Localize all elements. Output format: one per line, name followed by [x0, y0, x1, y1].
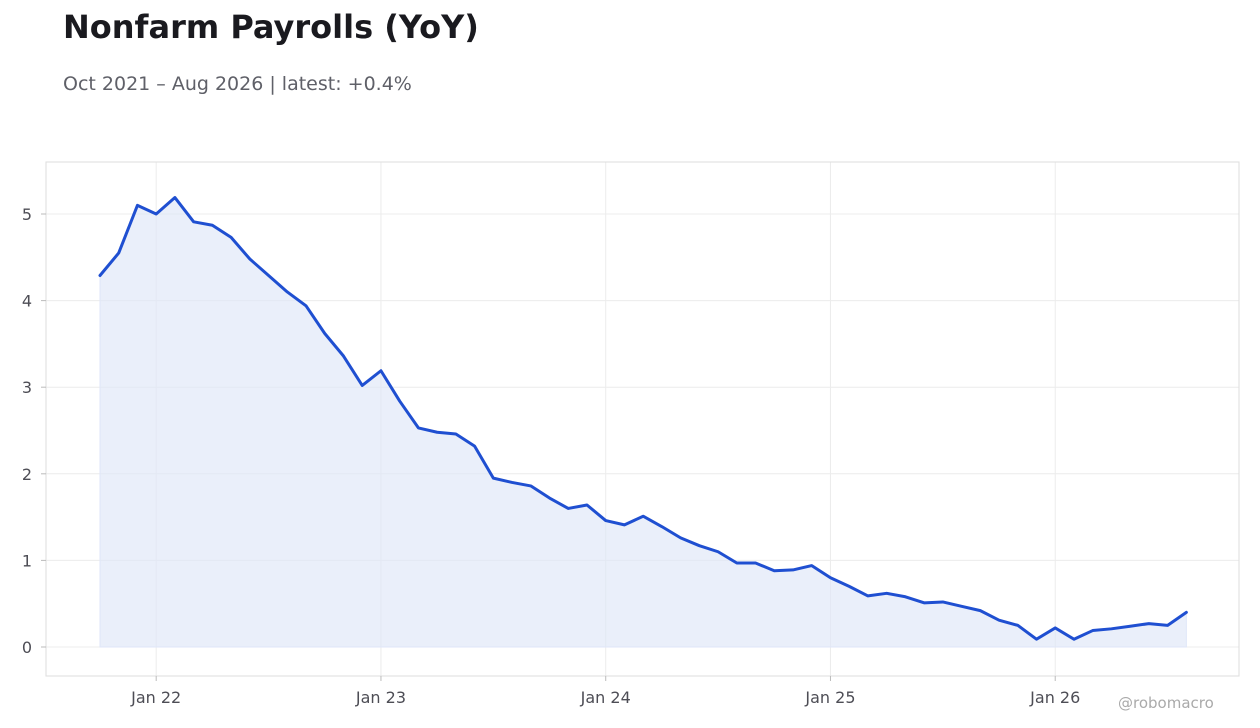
data-point — [922, 601, 926, 605]
x-tick-label: Jan 24 — [580, 688, 631, 707]
data-point — [866, 594, 870, 598]
data-point — [716, 550, 720, 554]
data-point — [267, 273, 271, 277]
data-point — [679, 536, 683, 540]
data-point — [1053, 626, 1057, 630]
data-point — [454, 432, 458, 436]
data-point — [435, 430, 439, 434]
data-point — [510, 480, 514, 484]
data-point — [154, 212, 158, 216]
data-point — [285, 290, 289, 294]
data-point — [810, 564, 814, 568]
data-point — [117, 251, 121, 255]
data-point — [1147, 622, 1151, 626]
data-point — [997, 618, 1001, 622]
data-point — [1166, 623, 1170, 627]
x-axis-ticks: Jan 22 Jan 23 Jan 24 Jan 25 Jan 26 — [130, 676, 1080, 707]
series-line — [98, 196, 1188, 641]
y-tick-label: 0 — [22, 638, 32, 657]
data-point — [1109, 627, 1113, 631]
data-point — [604, 519, 608, 523]
x-tick-label: Jan 25 — [804, 688, 855, 707]
data-point — [229, 235, 233, 239]
data-point — [847, 584, 851, 588]
x-tick-label: Jan 22 — [130, 688, 181, 707]
data-point — [210, 223, 214, 227]
data-point — [98, 273, 102, 277]
data-point — [754, 561, 758, 565]
data-point — [622, 523, 626, 527]
plot-frame — [45, 161, 1240, 677]
data-point — [323, 332, 327, 336]
y-tick-label: 4 — [22, 292, 32, 311]
data-point — [398, 399, 402, 403]
watermark: @robomacro — [1118, 694, 1214, 712]
data-point — [304, 304, 308, 308]
data-point — [941, 600, 945, 604]
data-point — [903, 595, 907, 599]
data-point — [978, 609, 982, 613]
data-point — [548, 496, 552, 500]
data-point — [1184, 610, 1188, 614]
data-point — [828, 576, 832, 580]
x-tick-label: Jan 26 — [1029, 688, 1080, 707]
series-area-fill — [99, 196, 1187, 648]
chart-title: Nonfarm Payrolls (YoY) — [63, 8, 479, 46]
data-point — [566, 506, 570, 510]
data-point — [416, 426, 420, 430]
data-point — [735, 561, 739, 565]
y-tick-label: 3 — [22, 378, 32, 397]
data-point — [1091, 629, 1095, 633]
data-point — [341, 354, 345, 358]
data-point — [473, 444, 477, 448]
data-point — [960, 604, 964, 608]
data-point — [791, 568, 795, 572]
data-point — [885, 591, 889, 595]
chart-subtitle: Oct 2021 – Aug 2026 | latest: +0.4% — [63, 73, 412, 95]
data-point — [641, 514, 645, 518]
y-tick-label: 1 — [22, 551, 32, 570]
data-point — [491, 476, 495, 480]
data-point — [192, 220, 196, 224]
data-point — [1072, 637, 1076, 641]
x-tick-label: Jan 23 — [355, 688, 406, 707]
data-point — [173, 196, 177, 200]
data-point — [585, 503, 589, 507]
data-point — [1035, 637, 1039, 641]
data-point — [379, 369, 383, 373]
y-tick-label: 2 — [22, 465, 32, 484]
data-point — [529, 484, 533, 488]
data-point — [135, 203, 139, 207]
data-point — [1016, 623, 1020, 627]
y-tick-label: 5 — [22, 205, 32, 224]
data-point — [360, 383, 364, 387]
data-point — [248, 257, 252, 261]
data-point — [660, 525, 664, 529]
data-point — [1128, 624, 1132, 628]
y-axis-ticks: 0 1 2 3 4 5 — [22, 205, 46, 657]
data-point — [772, 569, 776, 573]
data-point — [697, 544, 701, 548]
